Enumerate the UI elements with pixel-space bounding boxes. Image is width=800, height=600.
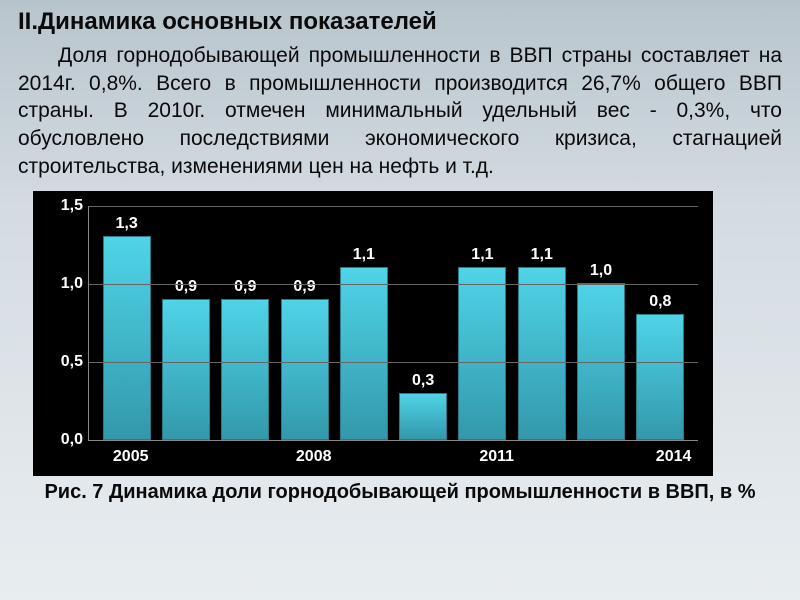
bar-column: 0,8 (635, 293, 685, 439)
bar-column: 1,0 (576, 262, 626, 440)
x-tick-label: 2008 (296, 448, 332, 466)
bar-column: 1,1 (457, 246, 507, 439)
x-axis-labels: 2005 2008 2011 2014 (88, 448, 698, 470)
y-tick-label: 1,5 (41, 197, 83, 215)
bars-container: 1,3 0,9 0,9 0,9 1,1 0,3 1,1 1,1 1,0 0,8 (89, 206, 698, 440)
bar (103, 236, 151, 440)
chart-caption: Рис. 7 Динамика доли горнодобывающей про… (18, 480, 782, 504)
x-tick-label: 2011 (479, 448, 514, 466)
bar-column: 1,3 (102, 215, 152, 440)
bar-column: 1,1 (517, 246, 567, 439)
bar-column: 0,9 (280, 278, 330, 440)
bar-value-label: 1,1 (353, 246, 375, 264)
gridline (89, 284, 698, 285)
bar-value-label: 1,0 (590, 262, 612, 280)
bar-value-label: 0,9 (293, 278, 315, 296)
slide-title: II.Динамика основных показателей (18, 8, 782, 36)
x-tick-label: 2014 (656, 448, 692, 466)
bar-column: 0,3 (398, 372, 448, 440)
bar (458, 267, 506, 439)
y-tick-label: 1,0 (41, 275, 83, 293)
bar-value-label: 1,1 (471, 246, 493, 264)
bar (340, 267, 388, 439)
bar (221, 299, 269, 440)
slide: II.Динамика основных показателей Доля го… (0, 0, 800, 600)
bar-chart: 1,3 0,9 0,9 0,9 1,1 0,3 1,1 1,1 1,0 0,8 0,0 0,5 1,0… (33, 191, 713, 476)
gridline (89, 362, 698, 363)
plot-area: 1,30,90,90,91,10,31,11,11,00,8 0,00,51,0… (88, 206, 698, 441)
bar-column: 0,9 (220, 278, 270, 440)
bar-column: 0,9 (161, 278, 211, 440)
bar-value-label: 0,8 (649, 293, 671, 311)
y-tick-label: 0,0 (41, 431, 83, 449)
gridline (89, 206, 698, 207)
bar-value-label: 1,1 (531, 246, 553, 264)
bar (518, 267, 566, 439)
bar (162, 299, 210, 440)
bar (281, 299, 329, 440)
slide-paragraph: Доля горнодобывающей промышленности в ВВ… (18, 42, 782, 181)
bar-value-label: 0,3 (412, 372, 434, 390)
bar-value-label: 0,9 (175, 278, 197, 296)
x-tick-label: 2005 (113, 448, 149, 466)
bar-column: 1,1 (339, 246, 389, 439)
bar (636, 314, 684, 439)
bar (399, 393, 447, 440)
bar-value-label: 1,3 (116, 215, 138, 233)
bar-value-label: 0,9 (234, 278, 256, 296)
y-tick-label: 0,5 (41, 353, 83, 371)
